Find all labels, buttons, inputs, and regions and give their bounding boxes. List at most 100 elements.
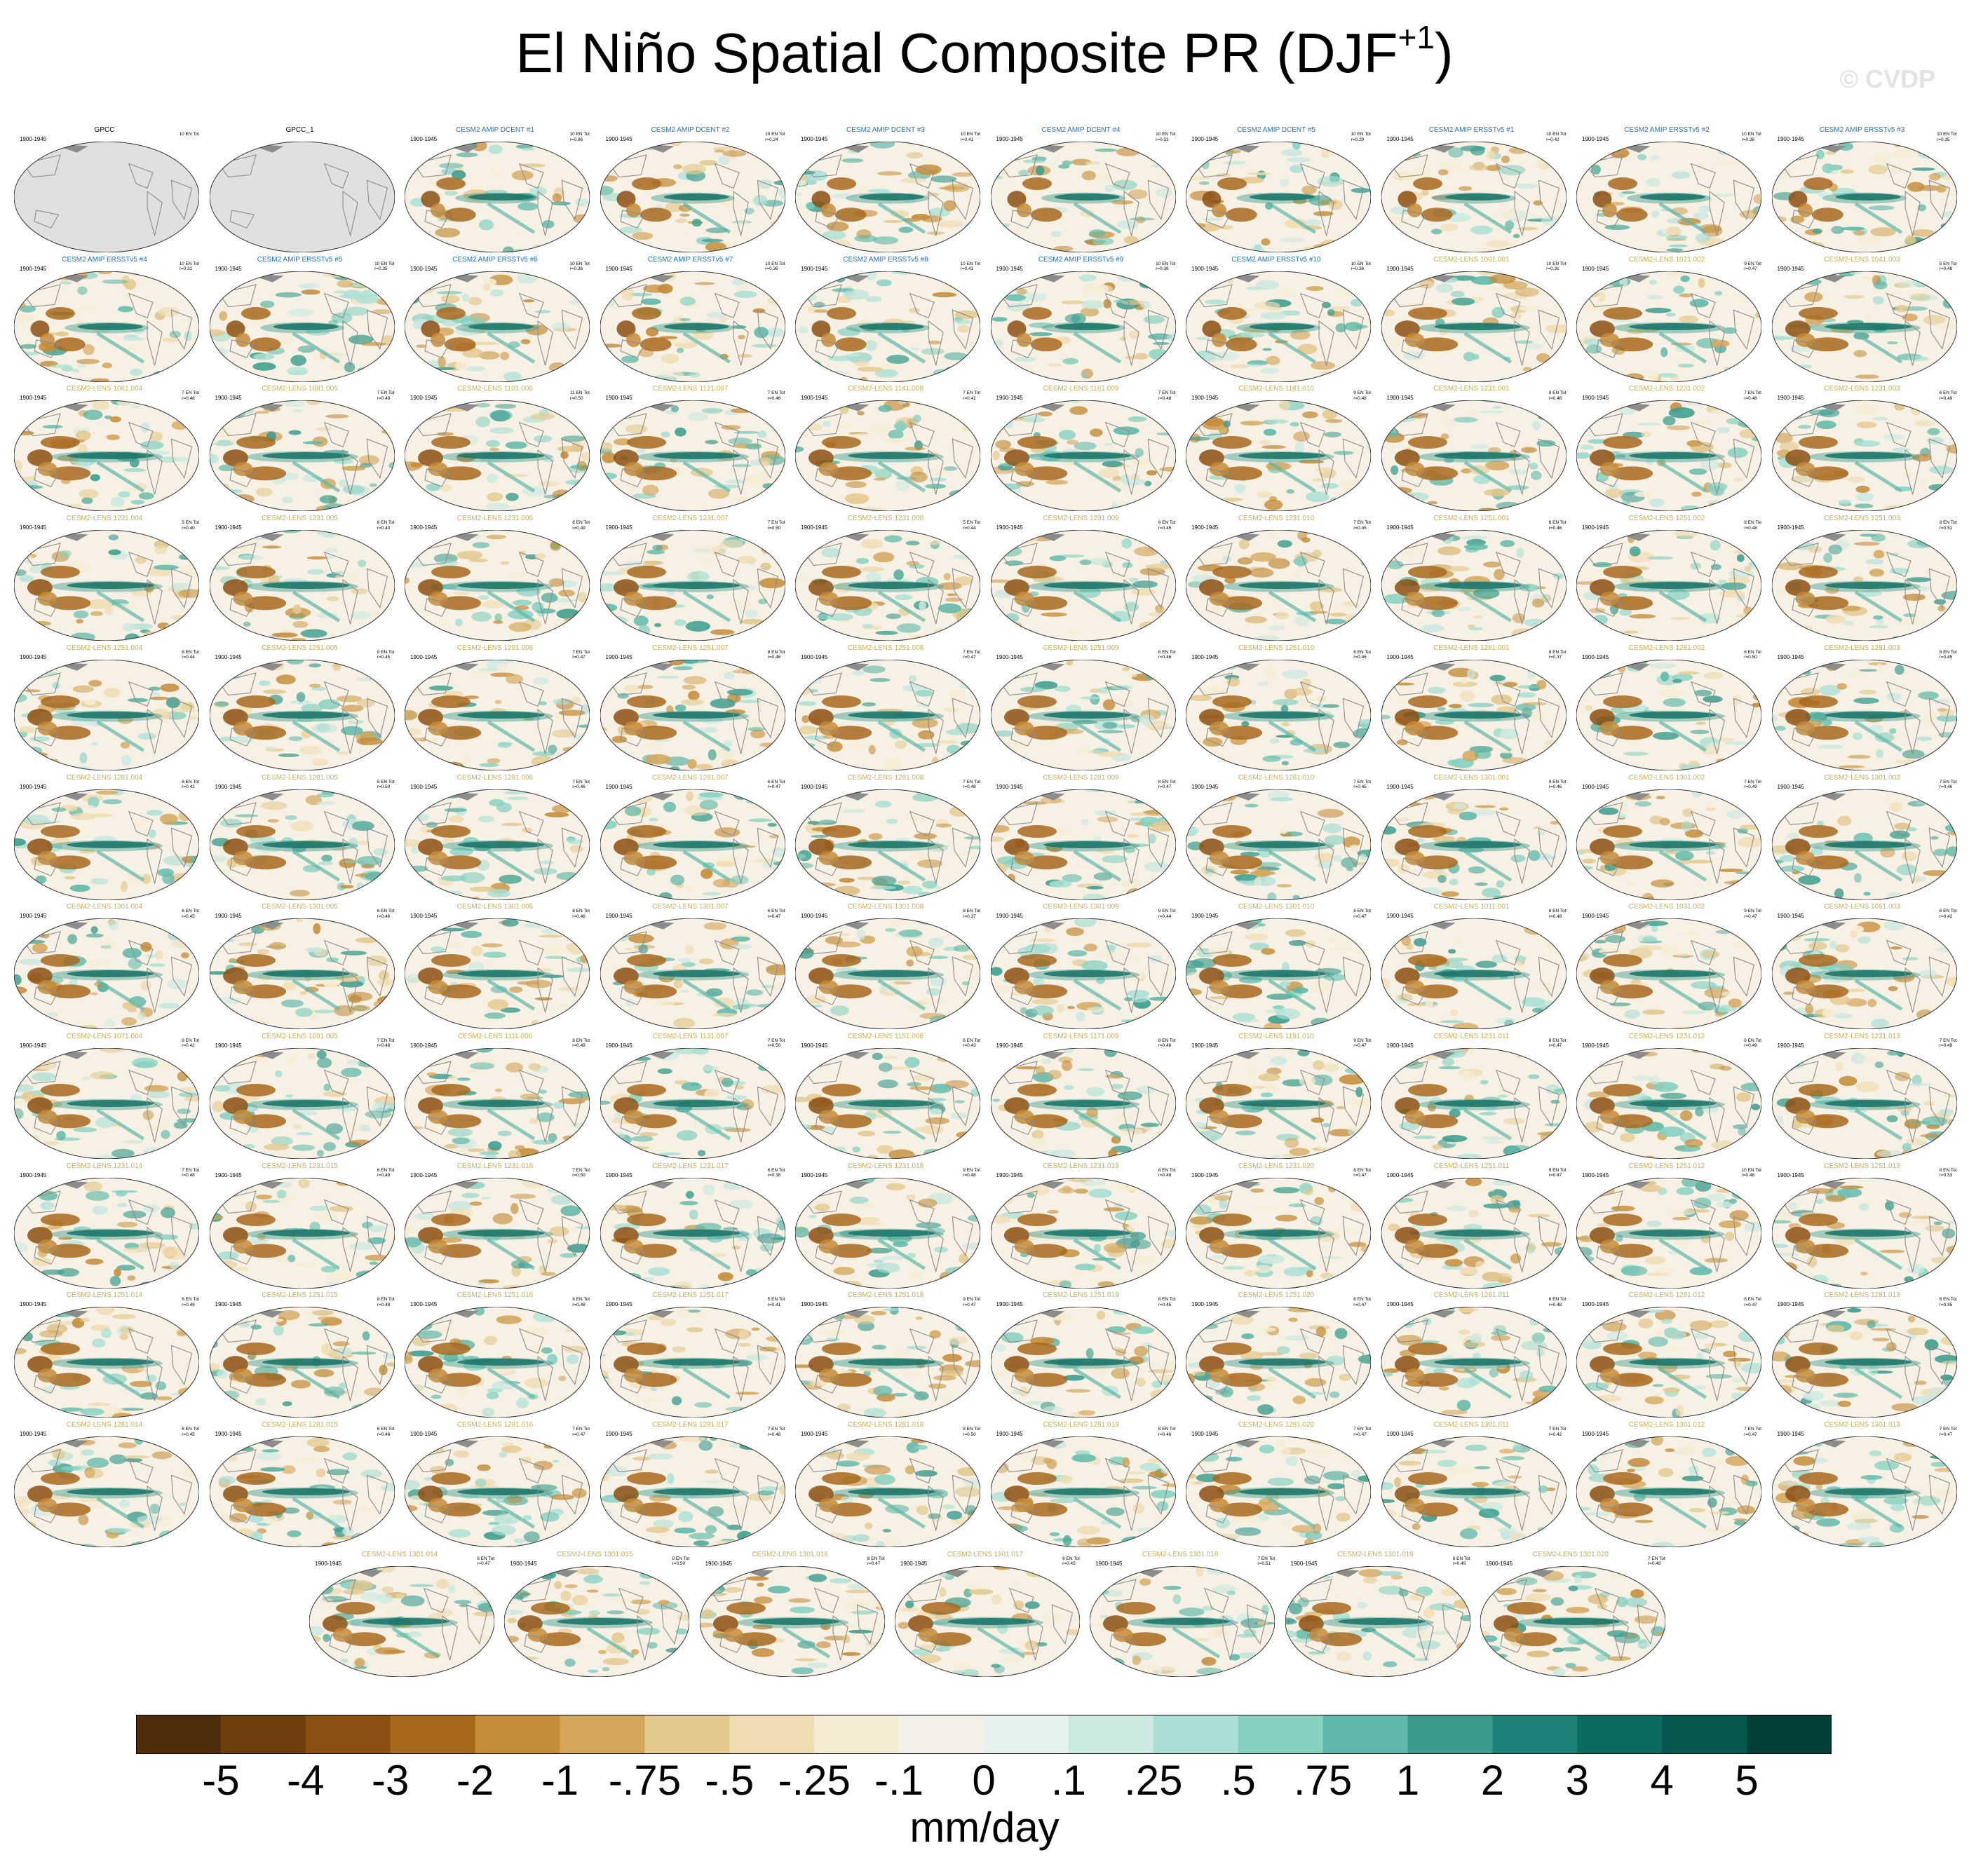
panel-en-count: 8 EN Tot r=0.45 [182,1427,199,1437]
panel-title: CESM2-LENS 1251.019 [1043,1291,1119,1300]
robinson-map [1576,1436,1761,1547]
panel-years: 1900-1945 [410,783,438,790]
map-panel: GPCC_1 [204,126,396,257]
robinson-map [1186,400,1371,512]
panel-count-text: 9 EN Tot [963,1167,980,1173]
panel-pattern-correlation: r=0.46 [1548,525,1562,531]
map-panel: CESM2 AMIP ERSSTv5 #6 1900-1945 10 EN Tot r… [399,256,591,386]
panel-pattern-correlation: r=0.47 [767,913,781,919]
robinson-map [795,1436,980,1547]
panel-pattern-correlation: r=0.45 [1353,784,1367,789]
panel-title: CESM2-LENS 1281.015 [262,1421,338,1429]
panel-years: 1900-1945 [801,783,828,790]
panel-title: CESM2 AMIP DCENT #3 [846,126,925,134]
panel-en-count: 6 EN Tot r=0.45 [1940,1297,1957,1307]
panel-title: CESM2-LENS 1281.020 [1238,1421,1315,1429]
panel-count-text: 9 EN Tot [1158,909,1176,914]
map-panel: CESM2-LENS 1231.013 1900-1945 7 EN Tot r=0.… [1766,1033,1958,1163]
panel-pattern-correlation: r=0.48 [1744,525,1757,531]
map-panel: CESM2-LENS 1301.020 1900-1945 7 EN Tot r=0.… [1475,1551,1667,1681]
panel-pattern-correlation: r=0.48 [1548,913,1562,919]
colorbar-swatch [1238,1715,1324,1754]
panel-count-text: 6 EN Tot [1353,649,1371,655]
panel-en-count: 7 EN Tot r=0.48 [1648,1556,1665,1567]
panel-pattern-correlation: r=0.45 [1158,525,1172,531]
colorbar-tick-label: 0 [972,1757,996,1804]
panel-title: CESM2-LENS 1281.005 [262,773,338,782]
panel-years: 1900-1945 [1582,395,1609,402]
panel-count-text: 8 EN Tot [1744,520,1761,526]
panel-title: CESM2-LENS 1301.020 [1532,1550,1609,1558]
robinson-map [1186,1436,1371,1547]
panel-years: 1900-1945 [1777,395,1804,402]
panel-count-text: 6 EN Tot [182,1297,199,1303]
colorbar-swatch [644,1715,730,1754]
panel-en-count: 8 EN Tot r=0.48 [1549,909,1567,919]
robinson-map [795,659,980,770]
map-panel: CESM2-LENS 1251.010 1900-1945 6 EN Tot r=0.… [1180,644,1372,775]
panel-en-count: 8 EN Tot r=0.50 [672,1556,689,1567]
panel-years: 1900-1945 [605,653,632,660]
panel-years: 1900-1945 [215,653,242,660]
panel-en-count: 7 EN Tot r=0.48 [768,1427,785,1437]
panel-en-count: 6 EN Tot r=0.49 [1453,1556,1470,1567]
panel-count-text: 10 EN Tot [1351,261,1371,266]
panel-title: CESM2-LENS 1301.014 [361,1550,438,1558]
map-panel: CESM2-LENS 1301.006 1900-1945 8 EN Tot r=0.… [399,903,591,1033]
panel-count-text: 9 EN Tot [1548,779,1567,784]
panel-title: CESM2-LENS 1231.005 [262,515,338,523]
panel-pattern-correlation: r=0.46 [1353,655,1367,660]
panel-count-text: 8 EN Tot [1548,649,1567,655]
panel-en-count: 9 EN Tot r=0.48 [963,1168,980,1178]
panel-pattern-correlation: r=0.50 [572,1173,586,1178]
panel-count-text: 8 EN Tot [963,1427,980,1432]
robinson-map [600,530,785,641]
robinson-map [209,530,395,641]
panel-title: CESM2-LENS 1281.019 [1043,1421,1119,1429]
panel-count-text: 5 EN Tot [963,520,980,526]
panel-pattern-correlation: r=0.47 [1744,1432,1757,1437]
panel-count-text: 8 EN Tot [1158,1167,1176,1173]
panel-title: CESM2-LENS 1251.006 [456,644,534,652]
panel-years: 1900-1945 [1582,1431,1609,1437]
map-panel: CESM2-LENS 1281.006 1900-1945 7 EN Tot r=0.… [399,774,591,904]
robinson-map [1771,659,1957,770]
panel-years: 1900-1945 [996,136,1023,142]
panel-title: CESM2-LENS 1281.007 [652,773,729,782]
robinson-map [1576,1047,1761,1159]
robinson-map [209,1177,395,1289]
map-panel: CESM2-LENS 1251.014 1900-1945 6 EN Tot r=0.… [8,1291,201,1422]
panel-en-count: 10 EN Tot r=0.35 [374,261,394,272]
panel-title: CESM2-LENS 1141.008 [848,385,923,393]
panel-en-count: 7 EN Tot r=0.49 [1744,780,1761,790]
robinson-map [405,271,590,382]
map-panel: CESM2-LENS 1231.011 1900-1945 8 EN Tot r=0.… [1376,1033,1568,1163]
colorbar-tick-labels: -5 -4 -3 -2 -1 -.75 -.5 -.25 -.1 0 .1 .25 .5 .75 1 2 3 4 5 [136,1756,1832,1805]
colorbar-swatch [814,1715,900,1754]
panel-en-count: 9 EN Tot r=0.46 [1549,780,1567,790]
robinson-map [1186,1307,1371,1418]
robinson-map [14,918,199,1030]
panel-years: 1900-1945 [996,1171,1023,1178]
panel-title: CESM2 AMIP DCENT #4 [1041,126,1121,134]
panel-pattern-correlation: r=0.48 [1939,1043,1953,1049]
panel-years: 1900-1945 [1095,1560,1123,1567]
panel-title: CESM2-LENS 1231.006 [456,515,534,523]
panel-title: CESM2 AMIP ERSSTv5 #3 [1819,126,1905,134]
panel-title: CESM2-LENS 1301.001 [1433,773,1510,782]
panel-pattern-correlation: r=0.50 [963,1432,976,1437]
map-panel: CESM2-LENS 1251.016 1900-1945 8 EN Tot r=0.… [399,1291,591,1422]
panel-count-text: 7 EN Tot [1257,1556,1276,1561]
panel-title: CESM2-LENS 1281.008 [847,773,924,782]
panel-en-count: 8 EN Tot r=0.51 [1940,520,1957,531]
panel-years: 1900-1945 [1191,783,1219,790]
panel-en-count: 8 EN Tot r=0.48 [1744,520,1761,531]
map-panel: CESM2-LENS 1131.007 1900-1945 7 EN Tot r=0.… [595,1033,787,1163]
colorbar-tick-label: .5 [1220,1757,1256,1804]
panel-years: 1900-1945 [1191,1042,1219,1049]
colorbar-swatch [1322,1715,1408,1754]
panel-en-count: 7 EN Tot r=0.46 [1940,780,1957,790]
map-panel: CESM2-LENS 1231.014 1900-1945 7 EN Tot r=0.… [8,1162,201,1293]
panel-years: 1900-1945 [1191,395,1219,402]
panel-count-text: 7 EN Tot [963,649,980,655]
